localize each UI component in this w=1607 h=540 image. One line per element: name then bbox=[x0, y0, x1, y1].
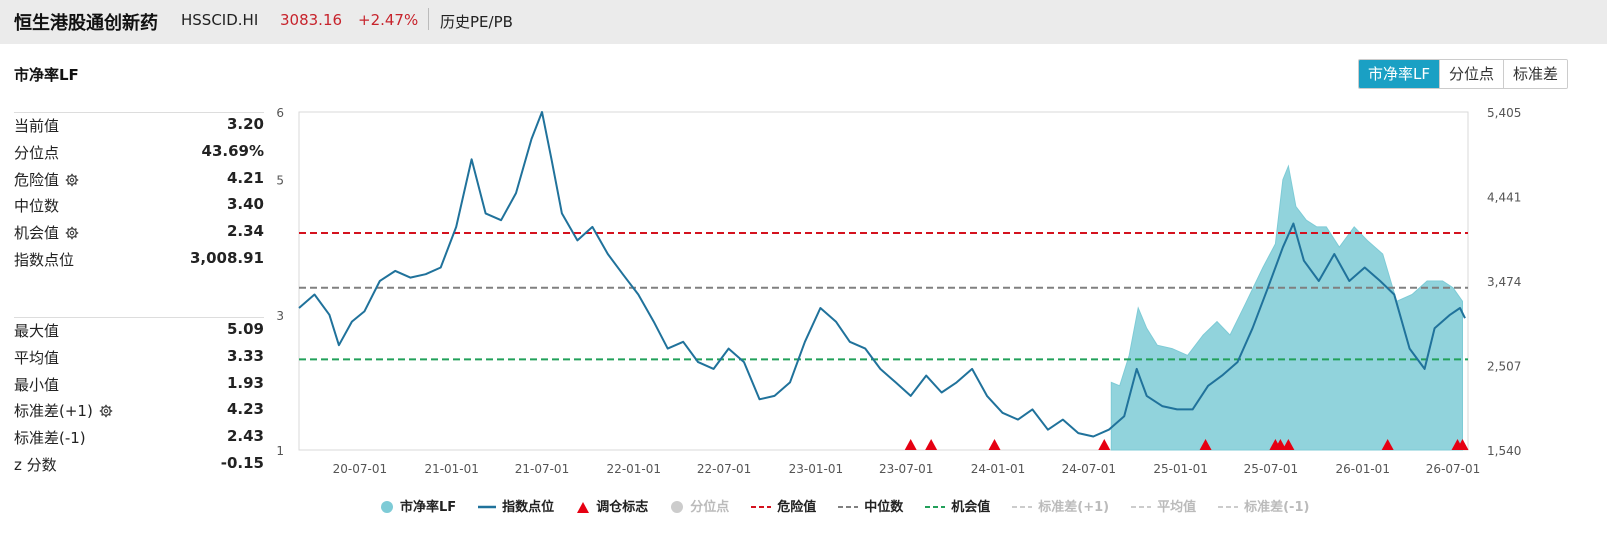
legend-item[interactable]: 指数点位 bbox=[478, 496, 554, 515]
chart-legend: 市净率LF 指数点位 调仓标志 分位点 危险值 中位数 机会值 标准差(+1) 平均值 标准差(-… bbox=[380, 496, 1331, 518]
stat-row: 分位点 43.69% bbox=[14, 139, 264, 166]
metric-title: 市净率LF bbox=[14, 66, 79, 84]
line-icon bbox=[478, 505, 497, 509]
stat-value: 2.34 bbox=[226, 222, 264, 241]
stat-value: 3,008.91 bbox=[189, 248, 264, 267]
legend-label: 市净率LF bbox=[400, 500, 457, 515]
line-icon bbox=[838, 506, 859, 508]
gear-icon[interactable] bbox=[65, 173, 79, 191]
stat-row: 标准差(-1) 2.43 bbox=[14, 424, 264, 451]
stat-row: 标准差(+1) 4.23 bbox=[14, 397, 264, 424]
segment-std[interactable]: 标准差 bbox=[1503, 60, 1568, 88]
legend-item[interactable]: 调仓标志 bbox=[576, 496, 648, 515]
segment-pb[interactable]: 市净率LF bbox=[1359, 60, 1439, 88]
legend-label: 危险值 bbox=[777, 500, 817, 515]
history-pe-pb-link[interactable]: 历史PE/PB bbox=[440, 13, 513, 31]
legend-item[interactable]: 危险值 bbox=[751, 496, 816, 515]
stat-value: 43.69% bbox=[201, 141, 264, 160]
stat-value: 1.93 bbox=[226, 373, 264, 392]
stat-label: 当前值 bbox=[14, 117, 60, 135]
stat-label: 分位点 bbox=[14, 143, 60, 162]
stat-label: 平均值 bbox=[14, 348, 60, 367]
stat-label-wrap: 机会值 bbox=[14, 222, 79, 244]
legend-item[interactable]: 市净率LF bbox=[380, 496, 456, 515]
index-price: 3083.16 bbox=[280, 11, 343, 29]
stat-label: 最小值 bbox=[14, 375, 60, 394]
stat-label: 标准差(-1) bbox=[14, 429, 86, 448]
header-bar: 恒生港股通创新药 HSSCID.HI 3083.16 +2.47% 历史PE/P… bbox=[0, 0, 1607, 45]
stat-row: 最小值 1.93 bbox=[14, 371, 264, 398]
triangle-icon bbox=[577, 502, 590, 513]
index-code: HSSCID.HI bbox=[181, 11, 259, 29]
stat-label: 标准差(+1) bbox=[14, 402, 93, 421]
legend-item[interactable]: 标准差(-1) bbox=[1218, 496, 1309, 515]
stat-row: z 分数 -0.15 bbox=[14, 451, 264, 478]
stat-row: 机会值 2.34 bbox=[14, 219, 264, 246]
legend-label: 标准差(-1) bbox=[1244, 500, 1310, 515]
legend-label: 中位数 bbox=[864, 500, 904, 515]
line-icon bbox=[1012, 506, 1033, 508]
stat-value: 4.21 bbox=[226, 168, 264, 187]
legend-item[interactable]: 机会值 bbox=[925, 496, 990, 515]
stat-row: 当前值 3.20 bbox=[14, 112, 264, 139]
legend-label: 指数点位 bbox=[502, 500, 555, 515]
view-switch: 市净率LF 分位点 标准差 bbox=[1358, 59, 1569, 89]
stat-value: 3.33 bbox=[226, 346, 264, 365]
legend-item[interactable]: 标准差(+1) bbox=[1012, 496, 1109, 515]
legend-label: 平均值 bbox=[1157, 500, 1197, 515]
dot-icon bbox=[381, 501, 393, 513]
legend-label: 标准差(+1) bbox=[1038, 500, 1110, 515]
stat-row: 中位数 3.40 bbox=[14, 192, 264, 219]
stat-label-wrap: 标准差(+1) bbox=[14, 400, 113, 422]
index-name: 恒生港股通创新药 bbox=[14, 13, 158, 34]
stat-label: 指数点位 bbox=[14, 250, 75, 269]
stat-row: 最大值 5.09 bbox=[14, 317, 264, 344]
stats-panel-bottom: 最大值 5.09 平均值 3.33 最小值 1.93 标准差(+1) 4.23 标准差(… bbox=[14, 317, 264, 478]
stat-value: 5.09 bbox=[226, 320, 264, 338]
stat-value: 3.40 bbox=[226, 195, 264, 214]
stat-value: -0.15 bbox=[220, 453, 264, 472]
legend-item[interactable]: 中位数 bbox=[838, 496, 903, 515]
dot-icon bbox=[671, 501, 684, 513]
line-icon bbox=[1218, 506, 1239, 508]
stat-row: 平均值 3.33 bbox=[14, 344, 264, 371]
legend-label: 调仓标志 bbox=[596, 500, 649, 515]
gear-icon[interactable] bbox=[65, 226, 79, 244]
line-icon bbox=[925, 506, 946, 508]
legend-item[interactable]: 分位点 bbox=[670, 496, 729, 515]
stat-label: 危险值 bbox=[14, 170, 60, 189]
stats-divider-bottom bbox=[14, 317, 264, 318]
stat-row: 指数点位 3,008.91 bbox=[14, 246, 264, 273]
line-icon bbox=[751, 506, 772, 508]
legend-item[interactable]: 平均值 bbox=[1131, 496, 1196, 515]
stat-value: 3.20 bbox=[226, 115, 264, 133]
header-divider bbox=[428, 8, 429, 30]
stats-divider-top bbox=[14, 112, 264, 113]
stat-value: 4.23 bbox=[226, 400, 264, 419]
stats-panel-top: 当前值 3.20 分位点 43.69% 危险值 4.21 中位数 3.40 机会值 2.3… bbox=[14, 112, 264, 273]
stat-label: 最大值 bbox=[14, 322, 60, 340]
legend-label: 分位点 bbox=[690, 500, 730, 515]
line-icon bbox=[1131, 506, 1152, 508]
stat-value: 2.43 bbox=[226, 427, 264, 446]
stat-label: 机会值 bbox=[14, 224, 60, 243]
segment-percentile[interactable]: 分位点 bbox=[1439, 60, 1504, 88]
legend-label: 机会值 bbox=[951, 500, 991, 515]
stat-label: 中位数 bbox=[14, 197, 60, 216]
index-change: +2.47% bbox=[358, 11, 419, 29]
gear-icon[interactable] bbox=[99, 404, 113, 422]
stat-label: z 分数 bbox=[14, 455, 57, 474]
stat-label-wrap: 危险值 bbox=[14, 169, 79, 191]
stat-row: 危险值 4.21 bbox=[14, 166, 264, 193]
